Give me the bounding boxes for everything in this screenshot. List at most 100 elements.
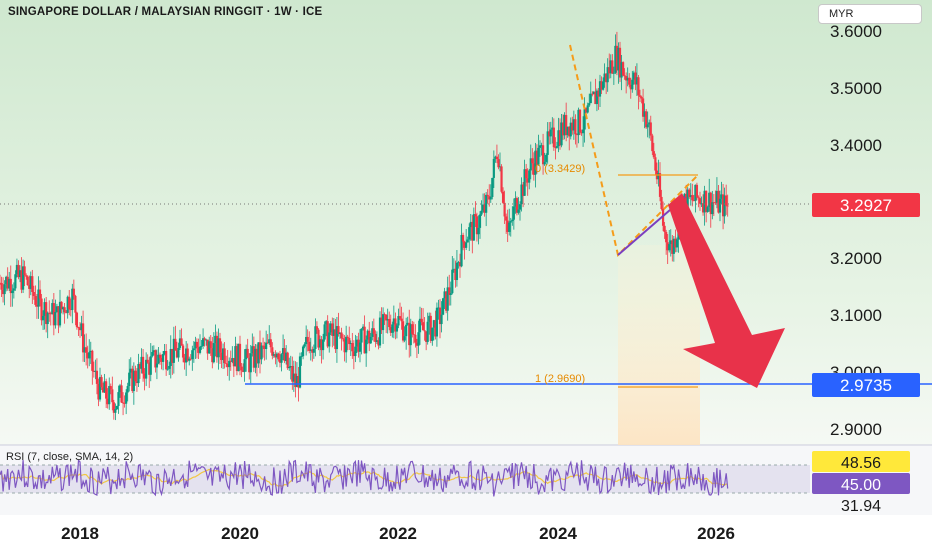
currency-selector[interactable]: MYR [818, 4, 922, 24]
candle-body [726, 205, 729, 207]
candle-body [648, 122, 651, 125]
candle-body [686, 189, 689, 214]
rsi-value-badge [812, 473, 910, 494]
candle-body [698, 198, 702, 204]
candle-body [454, 268, 457, 281]
candle-body [83, 347, 86, 353]
candle-body [603, 73, 606, 82]
candle-body [292, 373, 295, 382]
candle-body [289, 365, 292, 368]
candle-body [254, 348, 257, 368]
candle-body [129, 368, 132, 373]
candle-body [98, 377, 102, 400]
candle-body [155, 363, 159, 368]
candle-body [594, 91, 597, 105]
candle-body [497, 159, 500, 168]
candle-body [112, 402, 115, 413]
candle-body [100, 377, 103, 388]
candle-body [283, 348, 286, 362]
candle-body [345, 336, 348, 353]
candle-body [97, 383, 100, 400]
fib-level-1-label: 1 (2.9690) [535, 373, 585, 385]
candle-body [43, 302, 46, 316]
candle-body [378, 317, 382, 346]
candle-body [700, 203, 703, 205]
candle-body [75, 312, 79, 328]
candle-body [3, 284, 6, 295]
candle-body [315, 326, 319, 330]
candle-body [306, 336, 309, 342]
candle-body [506, 220, 509, 232]
candle-body [332, 329, 335, 336]
rsi-current-value: 45.00 [841, 477, 881, 494]
candle-body [692, 200, 695, 202]
candle-body [560, 122, 563, 146]
candle-body [191, 350, 194, 360]
candle-body [329, 323, 332, 333]
candle-body [226, 363, 229, 368]
candle-body [446, 287, 449, 311]
candle-body [208, 341, 211, 354]
candle-body [35, 304, 39, 307]
candle-body [218, 338, 222, 353]
candle-body [461, 234, 465, 242]
candle-body [632, 72, 635, 80]
candle-body [400, 318, 403, 322]
candle-body [1, 289, 5, 295]
candle-body [540, 145, 543, 147]
candle-body [123, 403, 126, 404]
candle-body [337, 326, 340, 335]
candle-body [614, 45, 617, 73]
candle-body [38, 289, 42, 299]
candle-body [531, 158, 534, 164]
candle-body [177, 347, 180, 358]
candle-body [377, 340, 380, 346]
candle-body [166, 368, 169, 370]
candle-body [117, 392, 120, 407]
candle-body [95, 370, 99, 384]
candle-body [175, 350, 179, 358]
candle-body [575, 134, 579, 136]
candle-body [118, 385, 122, 393]
candle-body [525, 169, 528, 179]
candle-body [338, 332, 342, 335]
candle-body [343, 339, 346, 353]
candle-body [217, 338, 220, 358]
candle-body [294, 373, 297, 388]
candle-body [88, 352, 91, 359]
candle-body [595, 90, 599, 105]
candle-body [660, 196, 663, 209]
candle-body [486, 194, 489, 197]
candle-body [558, 130, 562, 146]
candle-body [611, 60, 614, 74]
candle-body [597, 90, 600, 97]
candle-body [491, 177, 494, 197]
candle-body [574, 119, 577, 135]
candle-body [132, 370, 135, 392]
candle-body [391, 324, 394, 333]
candle-body [580, 132, 583, 134]
candle-body [494, 156, 497, 159]
candle-body [320, 339, 323, 351]
candle-body [501, 191, 505, 203]
candle-body [92, 370, 95, 372]
candle-body [366, 330, 369, 340]
candle-body [45, 302, 48, 325]
candle-body [255, 348, 259, 364]
candle-body [311, 349, 314, 353]
candle-body [241, 370, 245, 372]
candle-body [341, 338, 345, 340]
candle-body [275, 353, 279, 358]
candle-body [635, 77, 639, 85]
candle-body [429, 315, 432, 341]
candle-body [138, 363, 142, 369]
candle-body [668, 244, 671, 251]
candle-body [109, 386, 112, 390]
candle-body [432, 320, 435, 328]
candle-body [257, 342, 260, 364]
candle-body [148, 362, 151, 375]
candle-body [9, 278, 12, 294]
candle-body [725, 195, 728, 206]
candle-body [661, 208, 665, 226]
